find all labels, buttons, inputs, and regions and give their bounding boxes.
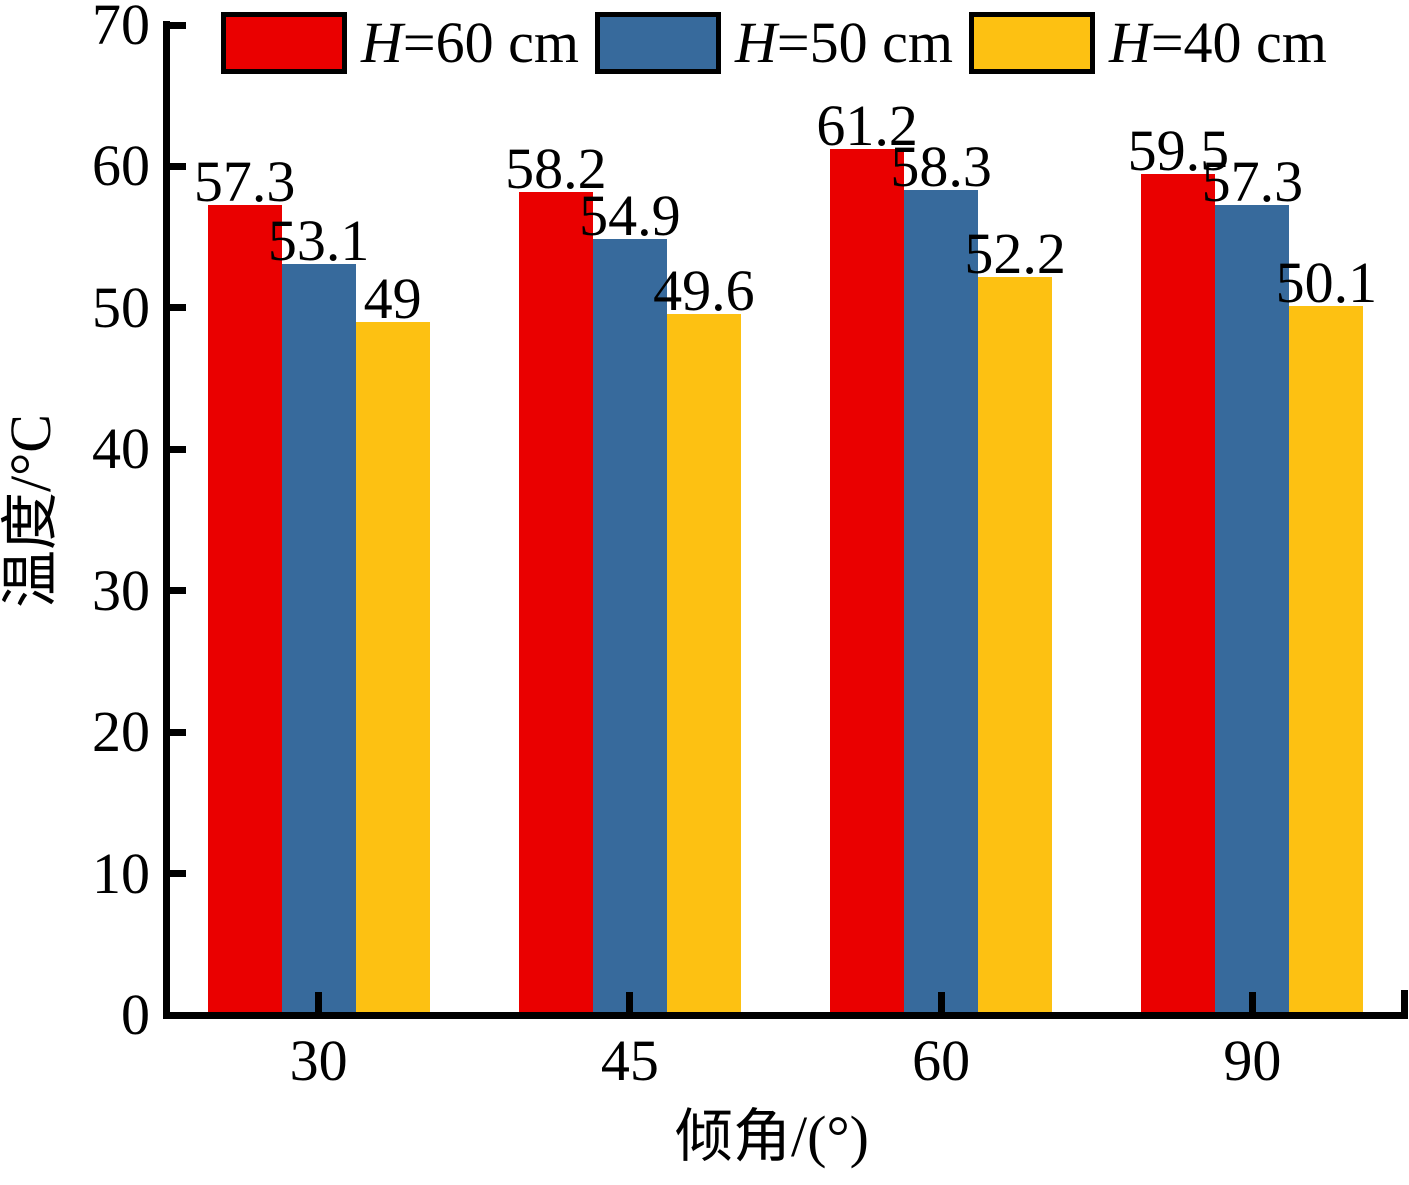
legend-swatch-icon (594, 12, 721, 74)
bar-value-label: 58.3 (890, 134, 992, 200)
bar (1141, 173, 1216, 1015)
legend-item: H=60 cm (221, 12, 579, 74)
y-tick (166, 304, 186, 312)
legend-label: H=50 cm (734, 10, 953, 75)
bar-value-label: 53.1 (267, 208, 370, 273)
bar (1215, 204, 1290, 1015)
y-tick-label: 10 (92, 840, 150, 906)
legend-label: H=40 cm (1108, 10, 1327, 75)
bar-value-label: 57.3 (1201, 148, 1304, 214)
x-tick-label: 45 (600, 1028, 659, 1093)
y-axis-line (163, 21, 170, 1019)
y-tick-label: 60 (92, 133, 150, 199)
bar-value-label: 52.2 (964, 220, 1066, 286)
bar (592, 238, 667, 1015)
y-tick (166, 445, 186, 453)
x-tick-label: 90 (1223, 1028, 1282, 1093)
x-tick (937, 992, 945, 1012)
y-tick-label: 20 (92, 699, 150, 765)
x-tick-label: 60 (912, 1028, 971, 1093)
y-tick (166, 728, 186, 736)
x-axis-title: 倾角/(°) (675, 1104, 869, 1169)
bar-value-label: 50.1 (1275, 250, 1378, 316)
legend-item: H=50 cm (594, 10, 953, 75)
y-tick-label: 30 (92, 557, 150, 623)
bar-value-label: 49.6 (653, 257, 755, 323)
legend: H=60 cm H=50 cm H=40 cm (221, 12, 1327, 74)
bar-value-label: 49 (363, 266, 422, 331)
y-tick (166, 870, 186, 878)
y-tick-label: 70 (92, 0, 150, 57)
bar (1289, 306, 1364, 1015)
bar-value-label: 59.5 (1127, 117, 1230, 183)
bar (830, 149, 905, 1015)
y-tick-label: 40 (92, 416, 150, 482)
y-tick (166, 1011, 186, 1019)
legend-swatch-icon (221, 12, 347, 74)
x-axis-line (163, 1012, 1408, 1019)
bar-value-label: 58.2 (505, 135, 607, 201)
y-tick (166, 587, 186, 595)
legend-label: H=60 cm (361, 10, 579, 75)
bar-value-label: 61.2 (816, 93, 918, 159)
bar (978, 276, 1053, 1015)
bar (904, 190, 979, 1015)
x-tick (1248, 992, 1256, 1012)
bar (666, 313, 741, 1015)
bar (207, 204, 282, 1015)
legend-item: H=40 cm (968, 10, 1327, 75)
x-tick-label: 30 (289, 1028, 348, 1093)
bar (355, 322, 430, 1015)
y-tick (166, 21, 186, 29)
x-tick (626, 992, 634, 1012)
y-axis-title: 温度/°C (0, 414, 63, 608)
bar-value-label: 54.9 (579, 182, 681, 248)
bar-value-label: 57.3 (193, 148, 296, 214)
legend-swatch-icon (968, 12, 1095, 74)
x-tick (315, 992, 323, 1012)
y-tick (166, 162, 186, 170)
bar (281, 264, 356, 1015)
bar (518, 191, 593, 1015)
y-tick-label: 0 (121, 982, 150, 1047)
x-axis-end-tick (1401, 990, 1408, 1012)
y-tick-label: 50 (92, 274, 150, 340)
